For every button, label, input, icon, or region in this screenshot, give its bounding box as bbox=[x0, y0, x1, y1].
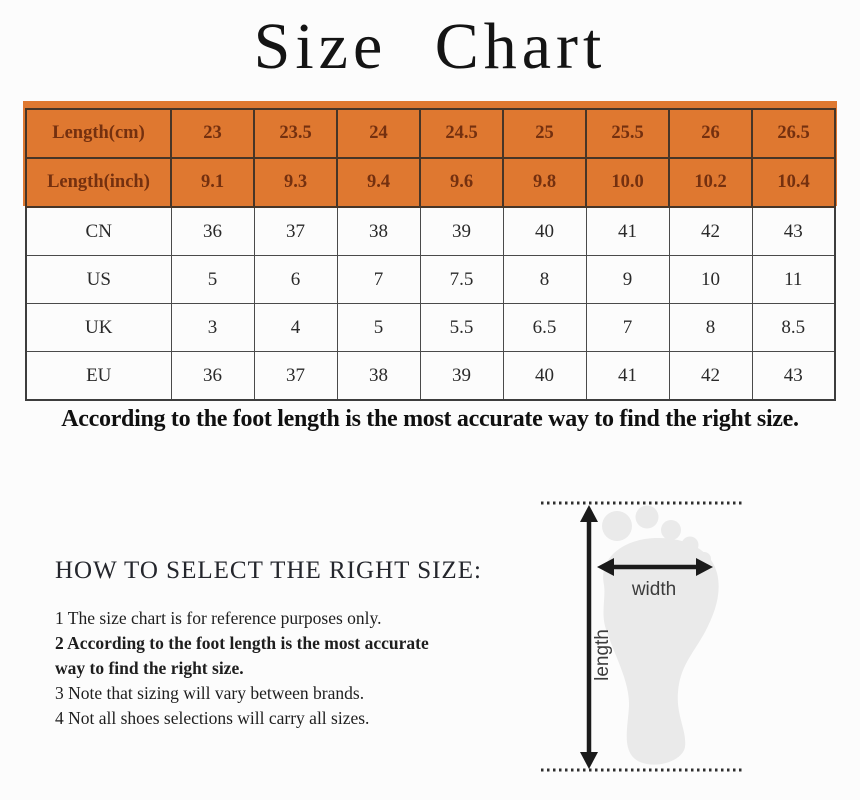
size-cell: 5.5 bbox=[419, 303, 504, 352]
size-cell: 24 bbox=[336, 108, 421, 159]
size-cell: 25.5 bbox=[585, 108, 670, 159]
size-cell: 38 bbox=[336, 351, 421, 401]
size-cell: 3 bbox=[170, 303, 255, 352]
size-cell: 39 bbox=[419, 351, 504, 401]
size-table: Length(cm) 23 23.5 24 24.5 25 25.5 26 26.5 Length… bbox=[25, 108, 836, 401]
howto-heading: HOW TO SELECT THE RIGHT SIZE: bbox=[55, 557, 482, 584]
size-cell: 11 bbox=[751, 255, 836, 304]
size-cell: 6.5 bbox=[502, 303, 587, 352]
howto-list: 1 The size chart is for reference purpos… bbox=[55, 606, 455, 731]
size-cell: 38 bbox=[336, 206, 421, 256]
size-cell: 7 bbox=[585, 303, 670, 352]
size-cell: 26 bbox=[668, 108, 753, 159]
size-cell: 41 bbox=[585, 206, 670, 256]
size-table-row: Length(inch) 9.1 9.3 9.4 9.6 9.8 10.0 10.2 10.4 bbox=[25, 157, 836, 208]
size-cell: 37 bbox=[253, 206, 338, 256]
foot-measure-diagram: width length bbox=[541, 501, 743, 772]
size-cell: 10.4 bbox=[751, 157, 836, 208]
row-label: UK bbox=[25, 303, 172, 352]
size-cell: 43 bbox=[751, 206, 836, 256]
size-cell: 9.4 bbox=[336, 157, 421, 208]
howto-item: 2 According to the foot length is the mo… bbox=[55, 633, 429, 678]
size-cell: 24.5 bbox=[419, 108, 504, 159]
size-table-row: US 5 6 7 7.5 8 9 10 11 bbox=[25, 255, 836, 304]
size-cell: 26.5 bbox=[751, 108, 836, 159]
howto-item: 4 Not all shoes selections will carry al… bbox=[55, 708, 370, 728]
size-cell: 5 bbox=[336, 303, 421, 352]
size-cell: 6 bbox=[253, 255, 338, 304]
size-cell: 36 bbox=[170, 351, 255, 401]
size-table-body: Length(cm) 23 23.5 24 24.5 25 25.5 26 26.5 Length… bbox=[25, 108, 836, 401]
page-title: Size Chart bbox=[253, 10, 607, 83]
size-cell: 9.1 bbox=[170, 157, 255, 208]
size-cell: 9.3 bbox=[253, 157, 338, 208]
size-cell: 42 bbox=[668, 351, 753, 401]
length-label: length bbox=[592, 629, 613, 681]
size-cell: 43 bbox=[751, 351, 836, 401]
size-cell: 9.8 bbox=[502, 157, 587, 208]
size-cell: 10 bbox=[668, 255, 753, 304]
size-cell: 23 bbox=[170, 108, 255, 159]
size-table-row: UK 3 4 5 5.5 6.5 7 8 8.5 bbox=[25, 303, 836, 352]
size-table-row: Length(cm) 23 23.5 24 24.5 25 25.5 26 26.5 bbox=[25, 108, 836, 159]
size-cell: 4 bbox=[253, 303, 338, 352]
size-table-row: EU 36 37 38 39 40 41 42 43 bbox=[25, 351, 836, 401]
width-arrow-icon bbox=[597, 558, 713, 576]
row-label: Length(cm) bbox=[25, 108, 172, 159]
size-cell: 42 bbox=[668, 206, 753, 256]
width-label: width bbox=[631, 579, 676, 600]
size-cell: 8 bbox=[668, 303, 753, 352]
row-label: EU bbox=[25, 351, 172, 401]
size-cell: 36 bbox=[170, 206, 255, 256]
size-cell: 8.5 bbox=[751, 303, 836, 352]
size-cell: 8 bbox=[502, 255, 587, 304]
size-cell: 40 bbox=[502, 206, 587, 256]
size-table-row: CN 36 37 38 39 40 41 42 43 bbox=[25, 206, 836, 256]
size-cell: 7 bbox=[336, 255, 421, 304]
size-cell: 9 bbox=[585, 255, 670, 304]
row-label: Length(inch) bbox=[25, 157, 172, 208]
size-cell: 10.2 bbox=[668, 157, 753, 208]
size-cell: 7.5 bbox=[419, 255, 504, 304]
size-cell: 25 bbox=[502, 108, 587, 159]
footprint-icon bbox=[602, 505, 719, 765]
howto-item: 3 Note that sizing will vary between bra… bbox=[55, 683, 365, 703]
size-cell: 5 bbox=[170, 255, 255, 304]
howto-item: 1 The size chart is for reference purpos… bbox=[55, 608, 382, 628]
size-cell: 9.6 bbox=[419, 157, 504, 208]
row-label: US bbox=[25, 255, 172, 304]
size-cell: 39 bbox=[419, 206, 504, 256]
size-cell: 40 bbox=[502, 351, 587, 401]
size-cell: 41 bbox=[585, 351, 670, 401]
accuracy-note: According to the foot length is the most… bbox=[61, 406, 799, 432]
length-arrow-icon bbox=[580, 505, 598, 769]
row-label: CN bbox=[25, 206, 172, 256]
size-cell: 23.5 bbox=[253, 108, 338, 159]
size-cell: 10.0 bbox=[585, 157, 670, 208]
size-cell: 37 bbox=[253, 351, 338, 401]
